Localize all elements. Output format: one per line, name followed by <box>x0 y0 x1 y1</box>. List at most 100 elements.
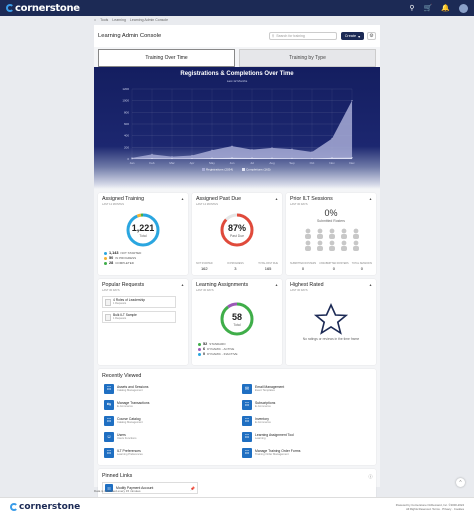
data-point <box>271 147 273 149</box>
prior-ilt-card: Prior ILT Sessions LAST 30 DAYS ▴ 0% Sub… <box>286 193 376 275</box>
cornerstone-logo[interactable]: cornerstone <box>6 3 80 14</box>
x-tick-label: Feb <box>149 161 155 165</box>
breadcrumb-item-learning[interactable]: Learning <box>112 18 126 22</box>
x-tick-label: Mar <box>169 161 174 165</box>
y-tick-label: 200 <box>124 145 129 149</box>
stat-not-started[interactable]: NOT STARTED 162 <box>196 262 213 271</box>
legend-completed[interactable]: 28 COMPLETED <box>104 261 141 266</box>
chart-svg: 0 200 400 600 800 1000 1200 Jan Feb Mar Apr May Jun J… <box>122 87 355 172</box>
request-count: 1 Requests <box>113 317 127 320</box>
pin-icon[interactable]: 📌 <box>190 485 195 491</box>
stat-total-sessions[interactable]: TOTAL SESSIONS 0 <box>351 262 372 271</box>
subscriptions-icon: ☷ <box>242 400 252 410</box>
data-point <box>131 158 133 160</box>
create-button[interactable]: Create ▾ <box>340 32 364 40</box>
x-tick-label: Nov <box>329 161 335 165</box>
data-point <box>191 157 193 160</box>
recent-item[interactable]: ☺ Users Users Functions <box>104 431 204 443</box>
request-item[interactable]: Bulk ILT Sample 1 Requests <box>102 311 176 323</box>
chart-title: Registrations & Completions Over Time <box>180 71 294 77</box>
gear-icon[interactable]: ⚙ <box>367 32 376 40</box>
card-subtitle: LAST 12 MONTHS <box>102 203 125 206</box>
x-tick-label: Aug <box>269 161 275 165</box>
avatar[interactable] <box>459 3 468 13</box>
card-menu-icon[interactable]: ▴ <box>181 196 184 201</box>
recent-item[interactable]: ☷ Learning Assignment Tool Learning <box>242 431 342 443</box>
cart-icon[interactable]: 🛒 <box>423 5 433 12</box>
data-point <box>211 157 213 159</box>
info-icon[interactable]: ⓘ <box>368 474 373 479</box>
card-title: Popular Requests <box>102 282 145 288</box>
chart-subtitle: Last 12 Months <box>226 79 248 83</box>
transactions-icon: ⇆ <box>104 400 114 410</box>
email-icon: ✉ <box>242 384 252 394</box>
people-icon <box>305 228 359 251</box>
card-menu-icon[interactable]: ▴ <box>275 196 278 201</box>
y-tick-label: 1000 <box>122 99 129 103</box>
percent-label: Past Due <box>230 234 244 238</box>
recent-item[interactable]: ☷ Manage Training Order Forms Training Ord… <box>242 447 342 459</box>
recent-item[interactable]: ☷ ILT Preferences Learning Preferences <box>104 447 204 459</box>
card-subtitle: LAST 30 DAYS <box>102 289 120 292</box>
card-subtitle: LAST 30 DAYS <box>290 289 308 292</box>
recent-item[interactable]: ☷ Inventory E-Commerce <box>242 415 342 427</box>
tab-training-over-time[interactable]: Training Over Time <box>98 49 235 67</box>
order-forms-icon: ☷ <box>242 448 252 458</box>
copyright-line-2[interactable]: All Rights Reserved. Terms · Privacy · C… <box>406 506 464 511</box>
recent-item[interactable]: ☷ Assets and Sessions Catalog Management <box>104 383 204 395</box>
request-name: 4 Roles of Leadership <box>113 298 146 302</box>
series-area-1 <box>132 157 352 159</box>
legend-standard[interactable]: 52 STANDARD <box>198 342 237 347</box>
search-icon[interactable]: ⚲ <box>409 5 415 12</box>
request-item[interactable]: 4 Roles of Leadership 1 Requests <box>102 296 176 308</box>
search-input[interactable]: ⚲ Search for training <box>268 32 337 40</box>
breadcrumb-home-icon[interactable]: ⌂ <box>94 18 97 22</box>
card-subtitle: LAST 12 MONTHS <box>196 203 219 206</box>
stat-total-past-due[interactable]: TOTAL PAST DUE 165 <box>258 262 278 271</box>
y-tick-label: 800 <box>124 110 129 114</box>
card-menu-icon[interactable]: ▴ <box>369 282 372 287</box>
data-point <box>311 157 313 160</box>
card-menu-icon[interactable]: ▴ <box>369 196 372 201</box>
card-title: Prior ILT Sessions <box>290 196 333 202</box>
pinned-link-label: Modify Payment Account <box>116 486 154 490</box>
card-menu-icon[interactable]: ▴ <box>181 282 184 287</box>
recent-item[interactable]: ⇆ Manage Transactions E-Commerce <box>104 399 204 411</box>
legend-in-progress[interactable]: 50 IN PROGRESS <box>104 256 141 261</box>
data-point <box>351 157 353 159</box>
recent-item[interactable]: ✉ Email Management Event Templates <box>242 383 342 395</box>
stat-submitted[interactable]: SUBMITTED ROSTERS 0 <box>290 262 317 271</box>
recent-item[interactable]: ☷ Course Catalog Catalog Management <box>104 415 204 427</box>
page-title: Learning Admin Console <box>98 33 162 39</box>
search-placeholder: Search for training <box>276 34 305 38</box>
data-point <box>151 153 153 155</box>
catalog-icon: ☷ <box>104 384 114 394</box>
stat-unsubmitted[interactable]: UNSUBMITTED ROSTERS 0 <box>319 262 349 271</box>
data-point <box>231 157 233 159</box>
breadcrumb-item-tools[interactable]: Tools <box>100 18 109 22</box>
link-icon: ☷ <box>105 484 113 492</box>
legend-swatch <box>202 168 205 171</box>
data-point <box>251 157 253 159</box>
card-menu-icon[interactable]: ▴ <box>275 282 278 287</box>
popular-requests-card: Popular Requests LAST 30 DAYS ▴ 4 Roles … <box>98 279 188 365</box>
percent-value: 0% <box>324 208 338 218</box>
assigned-training-card: Assigned Training LAST 12 MONTHS ▴ 1,221… <box>98 193 188 275</box>
tab-training-by-type[interactable]: Training by Type <box>239 49 376 67</box>
legend-dynamic-inactive[interactable]: 0 DYNAMIC - INACTIVE <box>198 352 237 357</box>
card-title: Assigned Training <box>102 196 145 202</box>
scroll-to-top-icon[interactable]: ⌃ <box>456 478 465 487</box>
stat-in-progress[interactable]: IN PROGRESS 3 <box>227 262 244 271</box>
total-value: 1,221 <box>132 223 155 233</box>
pinned-link-item[interactable]: ☷ Modify Payment Account 📌 <box>102 482 198 494</box>
recent-item[interactable]: ☷ Subscriptions E-Commerce <box>242 399 342 411</box>
legend-not-started[interactable]: 1,143 NOT STARTED <box>104 251 141 256</box>
legend-dynamic-active[interactable]: 6 DYNAMIC - ACTIVE <box>198 347 237 352</box>
bell-icon[interactable]: 🔔 <box>441 5 450 12</box>
total-label: Total <box>233 323 240 327</box>
ring-past-due <box>220 213 254 247</box>
percent-label: Submitted Rosters <box>317 219 345 223</box>
page-header: Learning Admin Console ⚲ Search for trai… <box>94 25 380 47</box>
learning-icon: ☷ <box>242 432 252 442</box>
card-title: Learning Assignments <box>196 282 249 288</box>
